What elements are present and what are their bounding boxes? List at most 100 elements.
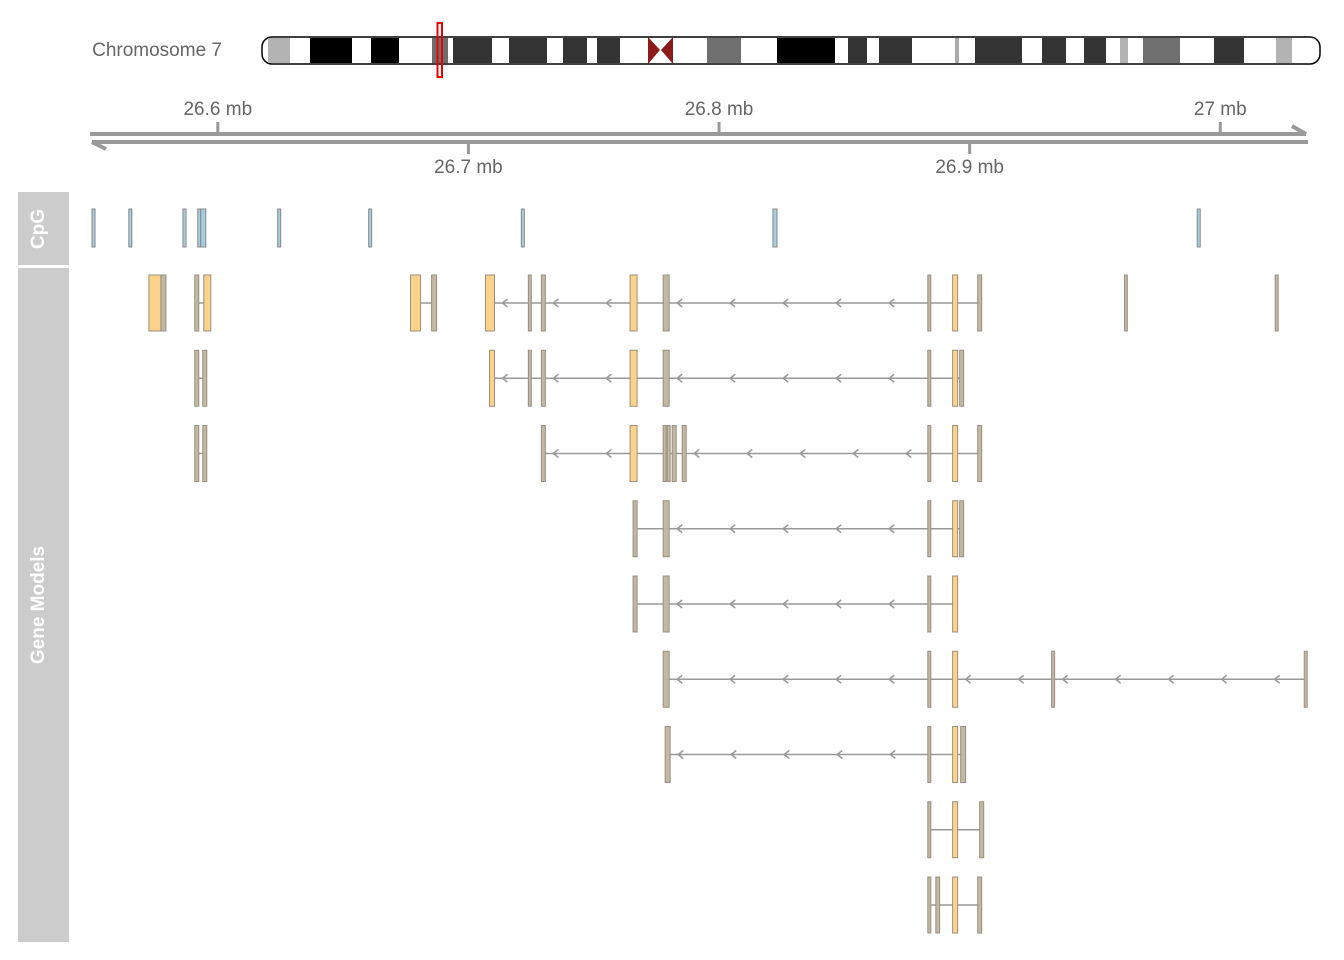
strand-arrow bbox=[728, 524, 736, 534]
exon bbox=[927, 425, 932, 482]
strand-arrow bbox=[605, 298, 612, 308]
cpg-island bbox=[91, 208, 96, 248]
exon bbox=[977, 274, 983, 332]
strand-arrow bbox=[728, 373, 736, 383]
exon bbox=[632, 575, 638, 633]
exon bbox=[540, 349, 546, 407]
exon bbox=[952, 349, 959, 407]
exon bbox=[952, 274, 959, 332]
exon bbox=[664, 726, 671, 783]
strand-arrow bbox=[746, 448, 753, 459]
strand-arrow bbox=[887, 599, 895, 609]
cpg-island bbox=[368, 208, 373, 248]
exon bbox=[488, 349, 495, 407]
exon bbox=[979, 801, 985, 859]
track-title: Gene Models bbox=[28, 546, 49, 664]
exon bbox=[671, 425, 677, 482]
strand-arrow bbox=[605, 448, 612, 459]
exon bbox=[927, 349, 932, 407]
cpg-island bbox=[128, 208, 133, 248]
exon bbox=[662, 425, 667, 482]
exon bbox=[1124, 274, 1128, 332]
exon bbox=[629, 274, 638, 332]
cpg-island bbox=[520, 208, 525, 248]
track-sidebar bbox=[18, 268, 69, 942]
strand-arrow bbox=[728, 298, 736, 308]
x-tick-label: 26.9 mb bbox=[935, 157, 1004, 178]
exon bbox=[1274, 274, 1279, 332]
strand-arrow bbox=[552, 448, 559, 459]
strand-arrow bbox=[1220, 674, 1228, 684]
strand-arrow bbox=[887, 373, 895, 383]
cpg-island bbox=[1196, 208, 1201, 248]
strand-arrow bbox=[1061, 674, 1069, 684]
strand-arrow bbox=[675, 298, 683, 308]
ideogram-label: Chromosome 7 bbox=[92, 40, 222, 61]
strand-arrow bbox=[552, 298, 559, 308]
exon bbox=[952, 876, 959, 934]
cpg-island bbox=[277, 208, 282, 248]
exon bbox=[629, 349, 638, 407]
strand-arrow bbox=[782, 749, 790, 760]
strand-arrow bbox=[781, 524, 789, 534]
strand-arrow bbox=[964, 674, 972, 684]
strand-arrow bbox=[675, 674, 683, 684]
exon bbox=[960, 726, 967, 783]
exon bbox=[662, 575, 670, 633]
exon bbox=[959, 500, 965, 558]
strand-arrow bbox=[501, 298, 508, 308]
strand-arrow bbox=[675, 599, 683, 609]
exon bbox=[410, 274, 422, 332]
exon bbox=[1303, 650, 1308, 708]
strand-arrow bbox=[781, 373, 789, 383]
x-tick-label: 26.6 mb bbox=[183, 99, 252, 120]
cpg-island bbox=[182, 208, 187, 248]
exon bbox=[540, 274, 546, 332]
exon bbox=[666, 425, 671, 482]
strand-arrow bbox=[834, 674, 842, 684]
exon bbox=[1051, 650, 1056, 708]
strand-arrow bbox=[693, 448, 700, 459]
cpg-island bbox=[772, 208, 778, 248]
strand-arrow bbox=[728, 599, 736, 609]
strand-arrow bbox=[888, 749, 896, 760]
exon bbox=[632, 500, 638, 558]
exon bbox=[927, 650, 932, 708]
strand-arrow bbox=[781, 674, 789, 684]
strand-arrow bbox=[852, 448, 859, 459]
exon bbox=[194, 349, 200, 407]
strand-arrow bbox=[887, 298, 895, 308]
exon bbox=[527, 349, 532, 407]
exon bbox=[662, 500, 670, 558]
strand-arrow bbox=[605, 373, 612, 383]
x-tick-label: 27 mb bbox=[1194, 99, 1247, 120]
exon bbox=[662, 650, 670, 708]
strand-arrow bbox=[835, 749, 843, 760]
strand-arrow bbox=[887, 674, 895, 684]
strand-arrow bbox=[834, 524, 842, 534]
exon bbox=[927, 575, 932, 633]
strand-arrow bbox=[781, 599, 789, 609]
exon bbox=[148, 274, 162, 332]
exon bbox=[952, 650, 959, 708]
exon bbox=[540, 425, 546, 482]
exon bbox=[194, 274, 200, 332]
strand-arrow bbox=[675, 524, 683, 534]
exon bbox=[527, 274, 532, 332]
strand-arrow bbox=[501, 373, 508, 383]
exon bbox=[952, 801, 959, 859]
strand-arrow bbox=[728, 674, 736, 684]
exon bbox=[959, 349, 965, 407]
strand-arrow bbox=[675, 373, 683, 383]
exon bbox=[662, 274, 670, 332]
track-sidebar bbox=[18, 192, 69, 265]
strand-arrow bbox=[676, 749, 684, 760]
cpg-island bbox=[200, 208, 207, 248]
strand-arrow bbox=[552, 373, 559, 383]
exon bbox=[927, 274, 932, 332]
exon bbox=[952, 726, 959, 783]
strand-arrow bbox=[905, 448, 912, 459]
strand-arrow bbox=[834, 373, 842, 383]
x-tick-label: 26.8 mb bbox=[685, 99, 754, 120]
